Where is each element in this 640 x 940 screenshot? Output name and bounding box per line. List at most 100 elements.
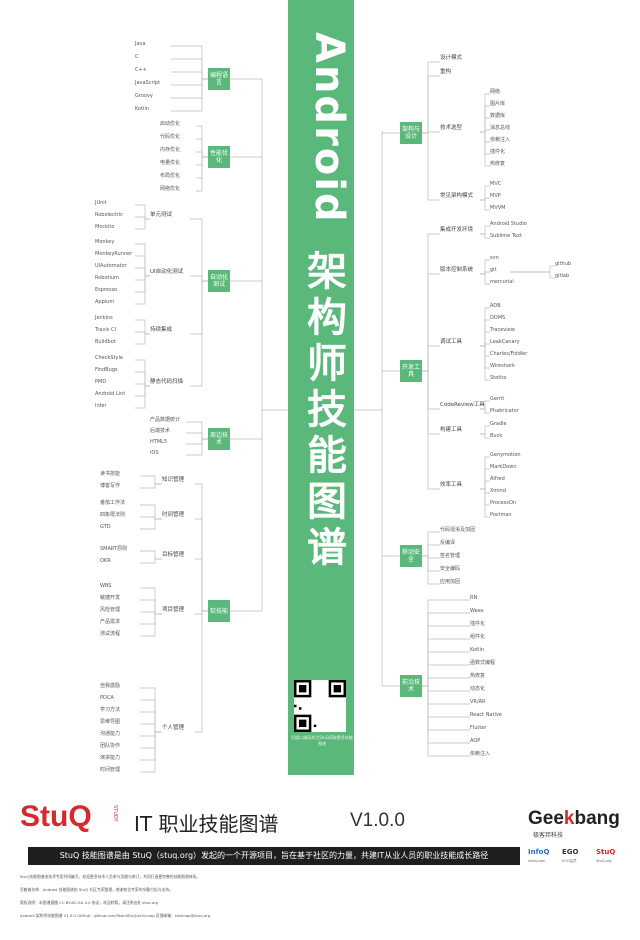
geekbang-accent-letter: k [563, 808, 575, 829]
map-branch: 构建工具 [440, 427, 463, 433]
map-leaf: C++ [135, 67, 147, 73]
connector-line [140, 483, 162, 489]
connector-line [135, 385, 150, 397]
map-branch: 知识管理 [162, 477, 185, 483]
map-leaf: C [135, 54, 139, 60]
category-node[interactable]: 移动安全 [400, 545, 422, 567]
brand-caption: EGO会员 [562, 859, 577, 863]
map-leaf: 代码优化 [160, 134, 181, 140]
map-leaf: 反编译 [440, 540, 456, 546]
connector-line [422, 544, 440, 557]
map-leaf: Groovy [135, 93, 153, 99]
connector-line [422, 612, 470, 687]
connector-line [510, 265, 555, 273]
map-leaf: FindBugs [95, 367, 118, 373]
connector-line [422, 638, 470, 687]
connector-line [422, 685, 470, 692]
category-node[interactable]: 性能优化 [208, 146, 230, 168]
connector-line [140, 699, 162, 733]
connector-line [480, 480, 490, 490]
map-branch: 版本控制系统 [440, 267, 474, 273]
brand-logos: InfoQ infoq.com EGO EGO会员 StuQ StuQ.org [528, 848, 628, 866]
map-leaf: gitlab [555, 273, 570, 279]
connector-line [135, 275, 150, 281]
map-leaf: Xmind [490, 488, 507, 494]
connector-line [140, 731, 162, 737]
qr-code[interactable] [294, 680, 346, 732]
category-node[interactable]: 开发工具 [400, 360, 422, 382]
version: V1.0.0 [350, 810, 405, 831]
category-node[interactable]: 编程语言 [208, 68, 230, 90]
connector-line [140, 558, 162, 564]
map-branch: 常见架构模式 [440, 193, 474, 199]
map-leaf: ProcessOn [490, 500, 517, 506]
connector-line [480, 233, 490, 239]
title-band [288, 0, 354, 775]
description-banner: StuQ 技能图谱是由 StuQ（stuq.org）发起的一个开源项目，旨在基于… [28, 847, 520, 865]
map-leaf: OKR [100, 558, 111, 564]
map-leaf: git [490, 267, 497, 273]
stuq-logo-small: STUDY [112, 805, 118, 822]
category-node[interactable]: 自动化测试 [208, 270, 230, 292]
category-node[interactable]: 前沿技术 [400, 675, 422, 697]
map-leaf: 组件化 [470, 634, 486, 640]
connector-line [186, 438, 208, 456]
connector-line [140, 613, 162, 637]
category-node[interactable]: 架构与设计 [400, 122, 422, 144]
connector-line [186, 421, 208, 440]
connector-line [480, 199, 490, 211]
map-branch: 重构 [440, 69, 452, 75]
connector-line [422, 625, 470, 687]
connector-line [195, 558, 208, 612]
connector-line [171, 78, 208, 112]
connector-line [140, 731, 162, 773]
map-leaf: 图片库 [490, 101, 506, 107]
map-leaf: 启动优化 [160, 121, 181, 127]
connector-line [135, 385, 150, 409]
map-leaf: 团队协作 [100, 743, 121, 749]
map-branch: 集成开发环境 [440, 227, 474, 233]
map-leaf: 依赖注入 [470, 751, 491, 757]
brand-logo: EGO [562, 848, 579, 856]
map-leaf: SMART原则 [100, 546, 128, 552]
fine-print-line: StuQ技能图谱由技术专家共同编写，欢迎更多技术人员参与贡献与修订，共同打造更完… [20, 874, 201, 879]
map-leaf: DDMS [490, 315, 506, 321]
map-leaf: 动态化 [470, 686, 486, 692]
map-leaf: 四象限法则 [100, 512, 126, 518]
map-leaf: 依赖注入 [490, 137, 511, 143]
map-leaf: PDCA [100, 695, 114, 701]
geekbang-chinese: 极客邦科技 [533, 832, 564, 839]
connector-line [140, 587, 162, 615]
map-leaf: MVVM [490, 205, 506, 211]
brand-caption: infoq.com [528, 859, 546, 863]
category-node[interactable]: 周边技术 [208, 428, 230, 450]
map-leaf: ADB [490, 303, 501, 309]
map-leaf: 热修复 [490, 161, 506, 167]
map-leaf: 布局优化 [160, 173, 181, 179]
map-branch: 项目管理 [162, 607, 185, 613]
connector-line [135, 243, 150, 277]
qr-caption: 扫描二维码关注StuQ获取更多技能图谱 [291, 735, 353, 746]
connector-line [135, 275, 150, 293]
map-branch: 目标管理 [162, 552, 185, 558]
map-leaf: 产品需求 [100, 619, 121, 625]
connector-line [422, 61, 440, 134]
map-leaf: Robolectric [95, 212, 123, 218]
fine-print-line: 版权说明：本图谱遵循 CC BY-NC-SA 4.0 协议，欢迎转载，请注明出处… [20, 900, 158, 905]
map-leaf: MarkDown [490, 464, 517, 470]
connector-line [186, 432, 208, 440]
map-branch: 设计模式 [440, 55, 463, 61]
map-leaf: Buildbot [95, 339, 116, 345]
map-leaf: Jenkins [95, 315, 113, 321]
connector-line [186, 438, 208, 445]
map-leaf: Phabricator [490, 408, 519, 414]
map-leaf: Travis CI [95, 327, 116, 333]
connector-line [422, 685, 470, 744]
connector-line [196, 151, 208, 158]
map-leaf: 读书技能 [100, 471, 121, 477]
connector-line [135, 267, 150, 277]
map-leaf: MonkeyRunner [95, 251, 133, 257]
category-node[interactable]: 软技能 [208, 600, 230, 622]
map-leaf: MVP [490, 193, 501, 199]
map-leaf: Mockito [95, 224, 115, 230]
